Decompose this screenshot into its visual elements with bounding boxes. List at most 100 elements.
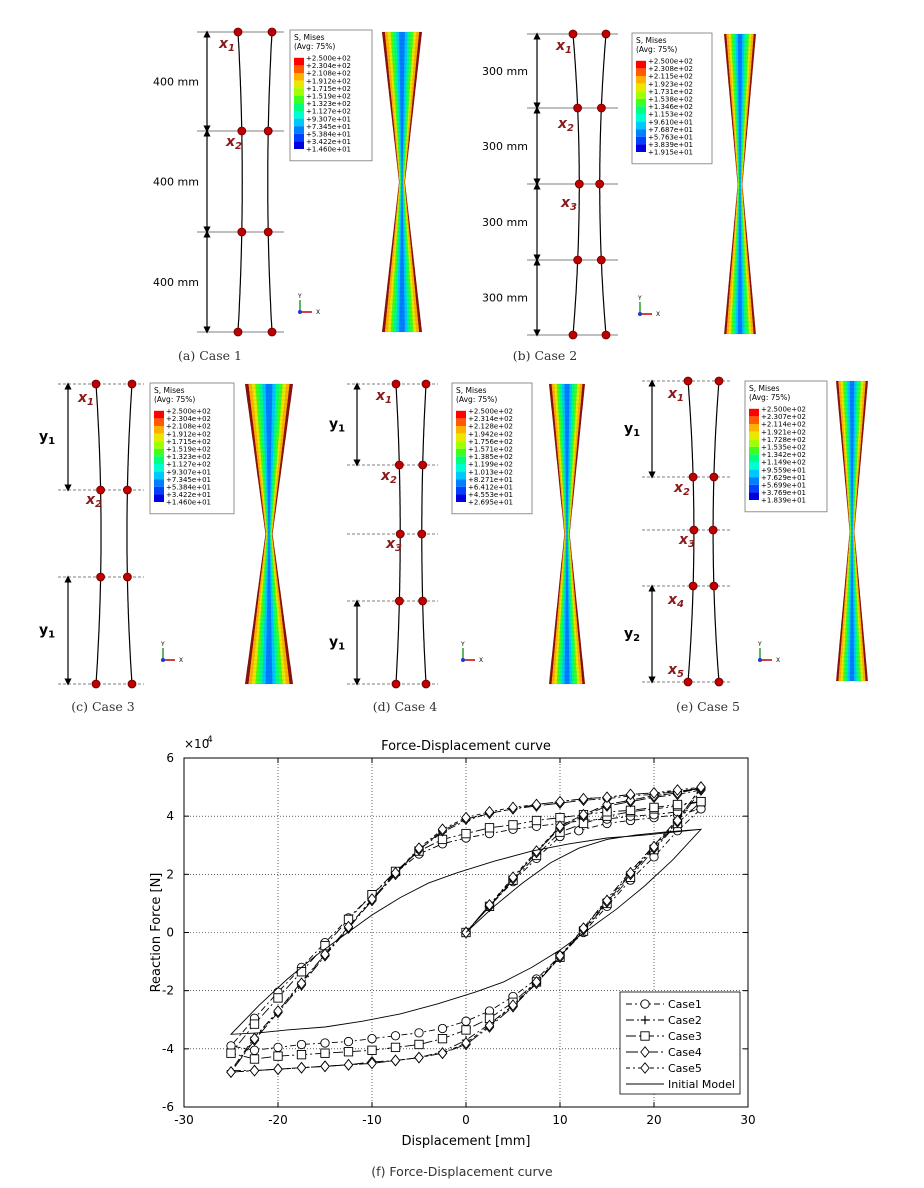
dimension-label: y2 (624, 626, 640, 644)
node-marker (601, 29, 611, 39)
data-point (437, 1023, 448, 1034)
column-outline-left (95, 383, 102, 685)
dimension-label: 300 mm (482, 292, 528, 305)
legend-swatch (636, 136, 646, 145)
node-marker (573, 255, 583, 265)
data-point (414, 1028, 424, 1038)
legend-swatch (456, 471, 466, 480)
legend-title: S, Mises (456, 386, 487, 395)
node-marker (267, 327, 277, 337)
x-tick-label: -30 (174, 1113, 194, 1127)
node-marker (394, 596, 404, 606)
legend-swatch (154, 426, 164, 434)
data-point (484, 805, 495, 818)
data-point (484, 1019, 495, 1032)
node-marker (418, 596, 428, 606)
panel-case-3: x1 x2 y1 y1 S, Mises(Avg: 75%) +2.500e+02+2.3… (39, 379, 293, 714)
node-marker (683, 376, 693, 386)
axis-triad: YX (637, 295, 660, 318)
legend-swatch (456, 433, 466, 442)
legend-entry: Case2 (668, 1014, 702, 1027)
data-point (625, 866, 636, 879)
legend-swatch (456, 464, 466, 472)
node-marker (267, 27, 277, 37)
node-marker (96, 572, 105, 582)
legend-value: +1.839e+01 (761, 497, 806, 505)
node-label-x2: x2 (225, 134, 242, 152)
data-point (226, 1048, 236, 1058)
node-label-x2: x2 (673, 480, 690, 498)
legend-swatch (294, 80, 304, 89)
legend-value: +9.610e+01 (648, 118, 693, 126)
legend-value: +9.307e+01 (306, 115, 351, 123)
x-tick-label: -10 (362, 1113, 382, 1127)
legend-value: +2.695e+01 (468, 499, 513, 507)
legend-value: +1.912e+02 (306, 77, 351, 85)
legend-value: +2.108e+02 (306, 70, 351, 78)
data-point (461, 1037, 471, 1049)
legend-swatch (636, 129, 646, 137)
stress-legend: S, Mises(Avg: 75%) +2.500e+02+2.307e+02+2… (744, 380, 828, 513)
node-marker (683, 677, 693, 687)
legend-swatch (749, 416, 759, 424)
z-axis-dot (461, 658, 465, 662)
stress-contour-strip (549, 383, 585, 685)
legend-value: +1.915e+01 (648, 149, 693, 157)
legend-value: +7.629e+01 (761, 474, 806, 482)
legend-value: +1.323e+02 (166, 453, 211, 461)
legend-value: +1.519e+02 (166, 446, 211, 454)
stress-legend: S, Mises(Avg: 75%) +2.500e+02+2.304e+02+2… (149, 382, 235, 515)
legend-value: +2.314e+02 (468, 415, 513, 423)
legend-entry: Case1 (668, 998, 702, 1011)
legend-swatch (154, 486, 164, 495)
legend-swatch (154, 456, 164, 464)
axis-x-label: X (776, 657, 780, 664)
series-initial-model (229, 828, 703, 1035)
panel-caption: (b) Case 2 (513, 348, 577, 363)
dimension-label: 300 mm (482, 140, 528, 153)
legend-value: +2.128e+02 (468, 423, 513, 431)
legend-swatch (456, 418, 466, 426)
legend-value: +6.412e+01 (468, 484, 513, 492)
data-point (414, 1039, 424, 1050)
panel-caption: (d) Case 4 (373, 699, 438, 714)
data-point (649, 802, 659, 813)
series-line (230, 800, 703, 1060)
node-label-x2: x2 (85, 492, 102, 510)
legend-swatch (294, 133, 304, 142)
legend-swatch (636, 60, 646, 69)
node-marker (688, 581, 698, 591)
legend-value: +4.553e+01 (468, 491, 513, 499)
data-point (508, 871, 518, 884)
data-point (249, 1032, 260, 1045)
legend-marker (640, 1015, 650, 1025)
data-point (390, 866, 401, 879)
node-label-x5: x5 (667, 662, 684, 680)
series-line (229, 828, 703, 1035)
legend-value: +1.342e+02 (761, 451, 806, 459)
dimension-label: y1 (329, 417, 345, 435)
legend-swatch (154, 433, 164, 442)
node-marker (127, 679, 137, 689)
legend-value: +1.571e+02 (468, 446, 513, 454)
legend-swatch (749, 408, 759, 417)
legend-value: +8.271e+01 (468, 476, 513, 484)
legend-swatch (456, 456, 466, 464)
y-tick-label: -6 (162, 1100, 174, 1114)
legend-swatch (636, 76, 646, 84)
data-point (602, 798, 612, 811)
node-marker (574, 179, 584, 189)
node-marker (263, 227, 273, 237)
data-point (672, 784, 683, 796)
data-point (578, 792, 589, 805)
node-marker (394, 460, 404, 470)
legend-value: +3.839e+01 (648, 141, 693, 149)
legend-value: +3.422e+01 (306, 138, 351, 146)
legend-value: +1.731e+02 (648, 88, 693, 96)
legend-box (619, 991, 741, 1095)
data-point (578, 808, 589, 821)
data-point (390, 1054, 401, 1067)
data-point (343, 1058, 354, 1071)
legend-entry: Case4 (668, 1046, 702, 1059)
